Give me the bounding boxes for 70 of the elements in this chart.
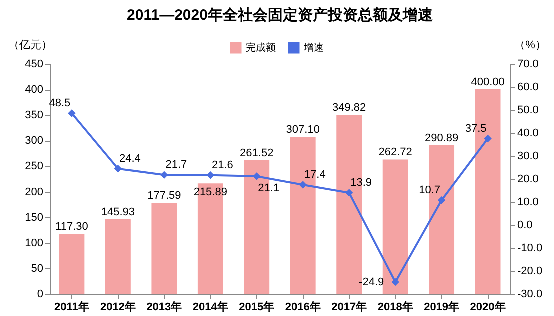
bar (105, 219, 131, 294)
x-tick-label: 2019年 (424, 300, 460, 314)
x-tick-label: 2012年 (100, 300, 136, 314)
y2-tick-label: 40.0 (518, 128, 539, 140)
point (114, 165, 122, 173)
data-label: 21.1 (258, 182, 280, 194)
data-label: 215.89 (194, 186, 228, 199)
data-label: 145.93 (101, 206, 136, 218)
data-label: 177.59 (148, 190, 182, 202)
y2-tick-label: 70.0 (518, 58, 539, 70)
y-tick-label: 0 (37, 288, 44, 300)
legend-label: 完成额 (246, 42, 276, 54)
point (438, 196, 446, 204)
data-label: 13.9 (350, 177, 372, 190)
y2-axis-title: （%） (514, 40, 546, 52)
data-label: 117.30 (56, 221, 88, 234)
data-label: 37.5 (465, 122, 487, 135)
point (392, 278, 400, 286)
x-tick-label: 2018年 (378, 300, 414, 314)
y2-tick-label: 60.0 (518, 82, 539, 94)
x-tick-label: 2011年 (54, 300, 90, 314)
data-label: 24.4 (119, 152, 141, 165)
data-label: 48.5 (49, 97, 71, 110)
y-tick-label: 250 (25, 160, 44, 173)
bar (152, 203, 178, 294)
data-label: 400.00 (471, 76, 505, 89)
y-tick-label: 100 (25, 237, 44, 250)
y2-tick-label: -20.0 (518, 266, 543, 278)
y2-tick-label: -30.0 (518, 288, 543, 300)
y-axis-title: （亿元） (8, 40, 52, 52)
y-tick-label: 150 (25, 212, 44, 224)
data-label: 17.4 (304, 168, 326, 181)
legend-label: 增速 (303, 42, 324, 54)
y-tick-label: 50 (31, 262, 44, 275)
y2-tick-label: 20.0 (518, 174, 539, 186)
data-label: 307.10 (286, 124, 320, 136)
x-tick-label: 2016年 (285, 300, 321, 314)
bar (59, 234, 85, 294)
point (484, 134, 492, 143)
data-label: 10.7 (419, 184, 441, 196)
x-tick-label: 2020年 (470, 300, 506, 314)
y2-tick-label: -10.0 (518, 242, 543, 254)
bar (382, 160, 408, 294)
point (299, 181, 307, 189)
data-label: 349.82 (332, 102, 366, 114)
x-tick-label: 2017年 (332, 300, 368, 314)
y-tick-label: 200 (25, 186, 44, 198)
y2-tick-label: 10.0 (518, 196, 539, 208)
chart-title: 2011—2020年全社会固定资产投资总额及增速 (127, 6, 434, 24)
point (253, 172, 261, 180)
point (345, 189, 354, 197)
y2-tick-label: 50.0 (518, 104, 539, 116)
y2-tick-label: 0.0 (518, 220, 533, 232)
data-label: 262.72 (378, 146, 412, 159)
y-tick-label: 300 (25, 135, 44, 148)
x-tick-label: 2014年 (192, 300, 228, 314)
point (68, 110, 76, 118)
x-tick-label: 2013年 (146, 300, 182, 314)
data-label: 21.7 (166, 159, 188, 172)
y-tick-label: 400 (25, 84, 44, 96)
y-tick-label: 350 (25, 110, 44, 122)
data-label: 290.89 (424, 132, 459, 144)
data-label: -24.9 (359, 276, 384, 288)
data-label: 261.52 (240, 147, 274, 160)
point (160, 171, 168, 179)
data-label: 21.6 (212, 159, 234, 172)
x-tick-label: 2015年 (239, 300, 275, 314)
point (206, 171, 215, 180)
y-tick-label: 450 (25, 58, 44, 70)
y2-tick-label: 30.0 (518, 150, 539, 162)
